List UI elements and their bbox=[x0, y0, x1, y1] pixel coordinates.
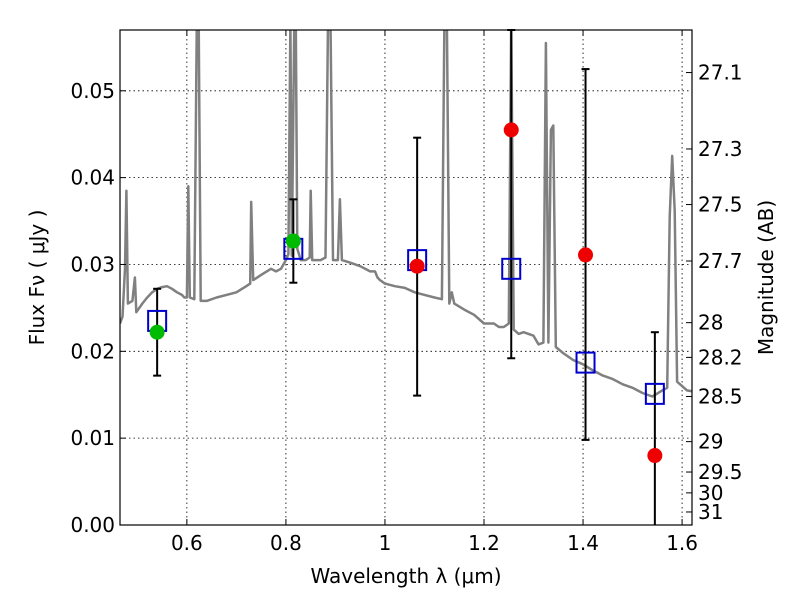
y2-tick-label: 27.5 bbox=[698, 193, 743, 217]
x-tick-label: 0.8 bbox=[270, 531, 302, 555]
y2-tick-label: 28.5 bbox=[698, 384, 743, 408]
y2-tick-label: 29 bbox=[698, 430, 723, 454]
x-tick-label: 0.6 bbox=[171, 531, 203, 555]
x-tick-label: 1.2 bbox=[468, 531, 500, 555]
y-tick-label: 0.01 bbox=[70, 426, 115, 450]
grid-lines bbox=[120, 30, 692, 526]
y2-tick-label: 28.2 bbox=[698, 345, 743, 369]
plot-frame bbox=[119, 29, 693, 526]
y2-tick-label: 27.1 bbox=[698, 61, 743, 85]
x-axis-label: Wavelength λ (μm) bbox=[310, 564, 501, 588]
y2-tick-label: 30 bbox=[698, 481, 723, 505]
square-marker bbox=[644, 382, 665, 405]
axis-ticks: 0.6 0.8 1 1.2 1.4 1.6 0.00 0.01 0.02 0.03 0.04 0.05… bbox=[70, 30, 743, 555]
model-spectrum bbox=[120, 30, 692, 398]
y-tick-label: 0.05 bbox=[70, 79, 115, 103]
y-tick-label: 0.03 bbox=[70, 252, 115, 276]
y2-tick-label: 29.5 bbox=[698, 460, 743, 484]
y2-tick-label: 27.3 bbox=[698, 137, 743, 161]
x-tick-label: 1.6 bbox=[666, 531, 698, 555]
y-tick-label: 0.00 bbox=[70, 513, 115, 537]
circle-marker bbox=[409, 258, 425, 274]
y-tick-label: 0.04 bbox=[70, 166, 115, 190]
y-tick-label: 0.02 bbox=[70, 339, 115, 363]
circle-marker bbox=[578, 247, 594, 263]
square-marker bbox=[501, 257, 522, 280]
model-spectrum-line bbox=[120, 30, 692, 398]
circle-marker bbox=[149, 324, 165, 340]
y2-tick-label: 28 bbox=[698, 311, 723, 335]
data-markers bbox=[147, 122, 665, 464]
circle-marker bbox=[647, 448, 663, 464]
x-tick-label: 1 bbox=[379, 531, 392, 555]
x-tick-label: 1.4 bbox=[567, 531, 599, 555]
y2-tick-label: 31 bbox=[698, 500, 723, 524]
circle-marker bbox=[285, 233, 301, 249]
circle-marker bbox=[503, 122, 519, 138]
square-marker bbox=[575, 351, 596, 374]
y-axis-label: Flux Fν ( μJy ) bbox=[25, 210, 49, 346]
y2-axis-label: Magnitude (AB) bbox=[754, 200, 778, 355]
y2-tick-label: 27.7 bbox=[698, 249, 743, 273]
